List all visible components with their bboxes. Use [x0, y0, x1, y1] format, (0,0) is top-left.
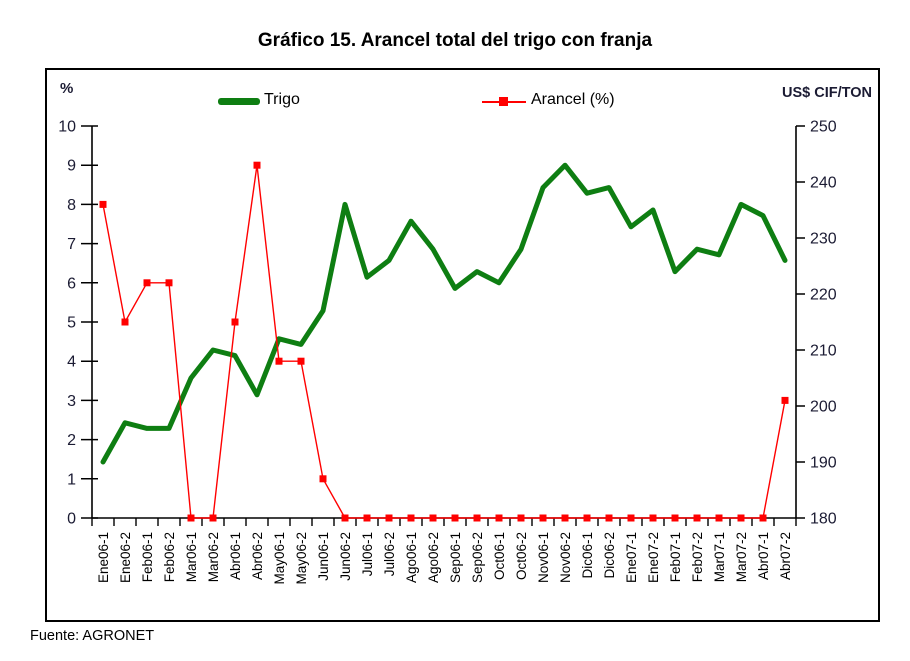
x-axis-category-label: May06-2: [294, 532, 309, 585]
x-axis-category-label: Sep06-2: [470, 532, 485, 583]
left-axis-unit-label: %: [60, 80, 74, 97]
x-axis-category-label: Ene07-1: [624, 532, 639, 583]
trigo-series-line: [100, 162, 788, 465]
left-axis-tick-label: 7: [67, 236, 76, 253]
x-axis-category-label: Oct06-2: [514, 532, 529, 580]
left-axis-tick-label: 5: [67, 315, 76, 332]
arancel-data-marker: [539, 514, 547, 522]
x-axis-category-label: Jun06-1: [316, 532, 331, 581]
legend-item-trigo: Trigo: [218, 90, 348, 112]
x-axis-category-label: Oct06-1: [492, 532, 507, 580]
arancel-data-marker: [253, 161, 261, 169]
x-axis-category-label: Mar07-2: [734, 532, 749, 582]
x-axis-category-label: Feb06-1: [140, 532, 155, 582]
arancel-data-marker: [759, 514, 767, 522]
x-axis-category-label: Feb07-2: [690, 532, 705, 582]
x-axis-category-label: Abr07-2: [778, 532, 793, 580]
arancel-data-marker: [605, 514, 613, 522]
arancel-marker-swatch-icon: [499, 97, 508, 106]
chart-title: Gráfico 15. Arancel total del trigo con …: [257, 30, 653, 51]
x-axis-category-label: Ene07-2: [646, 532, 661, 583]
x-axis-category-label: Jul06-1: [360, 532, 375, 576]
left-axis-tick-label: 0: [67, 511, 76, 528]
source-note: Fuente: AGRONET: [30, 628, 155, 644]
arancel-data-marker: [385, 514, 393, 522]
arancel-data-marker: [209, 514, 217, 522]
arancel-data-marker: [99, 200, 107, 208]
x-axis-category-label: Abr07-1: [756, 532, 771, 580]
right-axis-tick-label: 210: [810, 343, 837, 360]
arancel-data-marker: [561, 514, 569, 522]
left-axis-tick-label: 4: [67, 354, 76, 371]
right-axis-tick-label: 200: [810, 399, 837, 416]
x-axis-category-label: Jul06-2: [382, 532, 397, 576]
legend-label-arancel: Arancel (%): [531, 91, 615, 108]
arancel-data-marker: [693, 514, 701, 522]
arancel-data-marker: [407, 514, 415, 522]
arancel-data-marker: [187, 514, 195, 522]
legend-label-trigo: Trigo: [264, 91, 300, 108]
right-axis-tick-label: 220: [810, 287, 837, 304]
x-axis-category-label: Mar06-2: [206, 532, 221, 582]
x-axis-category-label: Ene06-1: [96, 532, 111, 583]
x-axis-category-label: May06-1: [272, 532, 287, 585]
arancel-data-marker: [473, 514, 481, 522]
right-axis-tick-label: 240: [810, 175, 837, 192]
x-axis-category-label: Mar07-1: [712, 532, 727, 582]
arancel-data-marker: [231, 318, 239, 326]
x-axis-category-label: Nov06-1: [536, 532, 551, 583]
x-axis-category-label: Feb06-2: [162, 532, 177, 582]
x-axis-category-label: Ene06-2: [118, 532, 133, 583]
x-axis-category-label: Dic06-2: [602, 532, 617, 579]
arancel-data-marker: [715, 514, 723, 522]
x-axis-category-label: Abr06-1: [228, 532, 243, 580]
right-axis-tick-label: 250: [810, 119, 837, 136]
legend-item-arancel: Arancel (%): [482, 90, 662, 112]
left-axis-tick-label: 9: [67, 158, 76, 175]
x-axis-category-label: Sep06-1: [448, 532, 463, 583]
arancel-data-marker: [495, 514, 503, 522]
arancel-data-marker: [583, 514, 591, 522]
arancel-data-marker: [671, 514, 679, 522]
arancel-data-marker: [297, 357, 305, 365]
arancel-data-marker: [165, 279, 173, 287]
arancel-data-marker: [121, 318, 129, 326]
arancel-data-marker: [275, 357, 283, 365]
x-axis-category-label: Ago06-1: [404, 532, 419, 583]
left-axis-tick-label: 2: [67, 432, 76, 449]
left-axis-tick-label: 6: [67, 275, 76, 292]
arancel-series-line: [102, 164, 786, 519]
plot-area: 0 1 2 3 4 5 6 7 8 9 10 180 190 200 210 220 230 240 250 Ene0…: [58, 119, 837, 585]
chart-frame: % US$ CIF/TON Trigo Arancel (%) 0 1 2 3 4 5 6 7…: [45, 68, 880, 622]
left-axis-tick-label: 3: [67, 393, 76, 410]
x-axis-category-label: Nov06-2: [558, 532, 573, 583]
arancel-data-marker: [143, 279, 151, 287]
arancel-data-marker: [363, 514, 371, 522]
arancel-data-marker: [341, 514, 349, 522]
right-axis-tick-label: 180: [810, 511, 837, 528]
left-axis-tick-label: 1: [67, 471, 76, 488]
left-axis-tick-label: 8: [67, 197, 76, 214]
arancel-data-marker: [649, 514, 657, 522]
right-axis-tick-label: 230: [810, 231, 837, 248]
arancel-data-marker: [781, 396, 789, 404]
right-axis-unit-label: US$ CIF/TON: [782, 85, 872, 101]
x-axis-category-label: Abr06-2: [250, 532, 265, 580]
left-axis-tick-label: 10: [58, 119, 76, 136]
trigo-line-swatch-icon: [218, 98, 260, 105]
arancel-data-marker: [627, 514, 635, 522]
x-axis-category-label: Feb07-1: [668, 532, 683, 582]
arancel-data-marker: [517, 514, 525, 522]
arancel-data-marker: [737, 514, 745, 522]
x-axis-category-label: Jun06-2: [338, 532, 353, 581]
arancel-data-marker: [429, 514, 437, 522]
x-axis-category-label: Dic06-1: [580, 532, 595, 579]
x-axis-category-label: Mar06-1: [184, 532, 199, 582]
right-axis-tick-label: 190: [810, 455, 837, 472]
arancel-data-marker: [451, 514, 459, 522]
arancel-data-marker: [319, 475, 327, 483]
x-axis-category-label: Ago06-2: [426, 532, 441, 583]
